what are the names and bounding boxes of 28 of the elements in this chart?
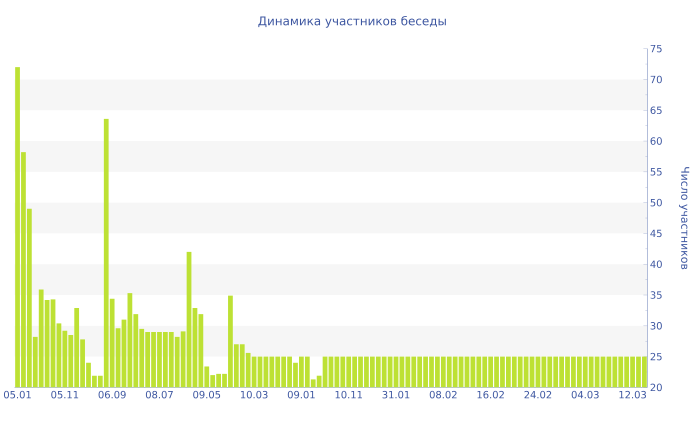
y-tick-label: 40 — [650, 260, 662, 268]
x-tick-label: 08.07 — [146, 390, 173, 398]
y-tick-label: 20 — [650, 384, 662, 392]
x-tick-label: 24.02 — [524, 390, 552, 398]
y-tick-label: 45 — [650, 230, 662, 238]
x-tick-label: 04.03 — [572, 390, 599, 398]
x-tick-label: 05.01 — [4, 390, 31, 398]
y-tick-label: 75 — [650, 44, 662, 52]
y-tick-label: 65 — [650, 106, 662, 114]
y-tick-label: 70 — [650, 76, 662, 84]
x-tick-label: 12.03 — [619, 390, 646, 398]
x-tick-label: 09.05 — [193, 390, 220, 398]
y-tick-label: 50 — [650, 198, 662, 206]
y-tick-label: 30 — [650, 322, 662, 330]
y-tick-label: 35 — [650, 291, 662, 299]
x-tick-label: 10.03 — [240, 390, 268, 398]
x-tick-label: 16.02 — [478, 390, 504, 398]
x-tick-label: 05.11 — [51, 390, 78, 398]
y-tick-label: 60 — [650, 137, 662, 145]
x-tick-label: 09.01 — [288, 390, 315, 398]
x-tick-label: 10.11 — [336, 390, 362, 398]
y-tick-label: 55 — [650, 168, 662, 176]
x-tick-label: 06.09 — [98, 390, 126, 398]
x-tick-label: 08.02 — [430, 390, 457, 398]
x-tick-label: 31.01 — [382, 390, 410, 398]
y-tick-label: 25 — [650, 352, 662, 360]
y-axis-title: Число участников — [678, 167, 690, 270]
chart-title: Динамика участников беседы — [258, 16, 446, 28]
